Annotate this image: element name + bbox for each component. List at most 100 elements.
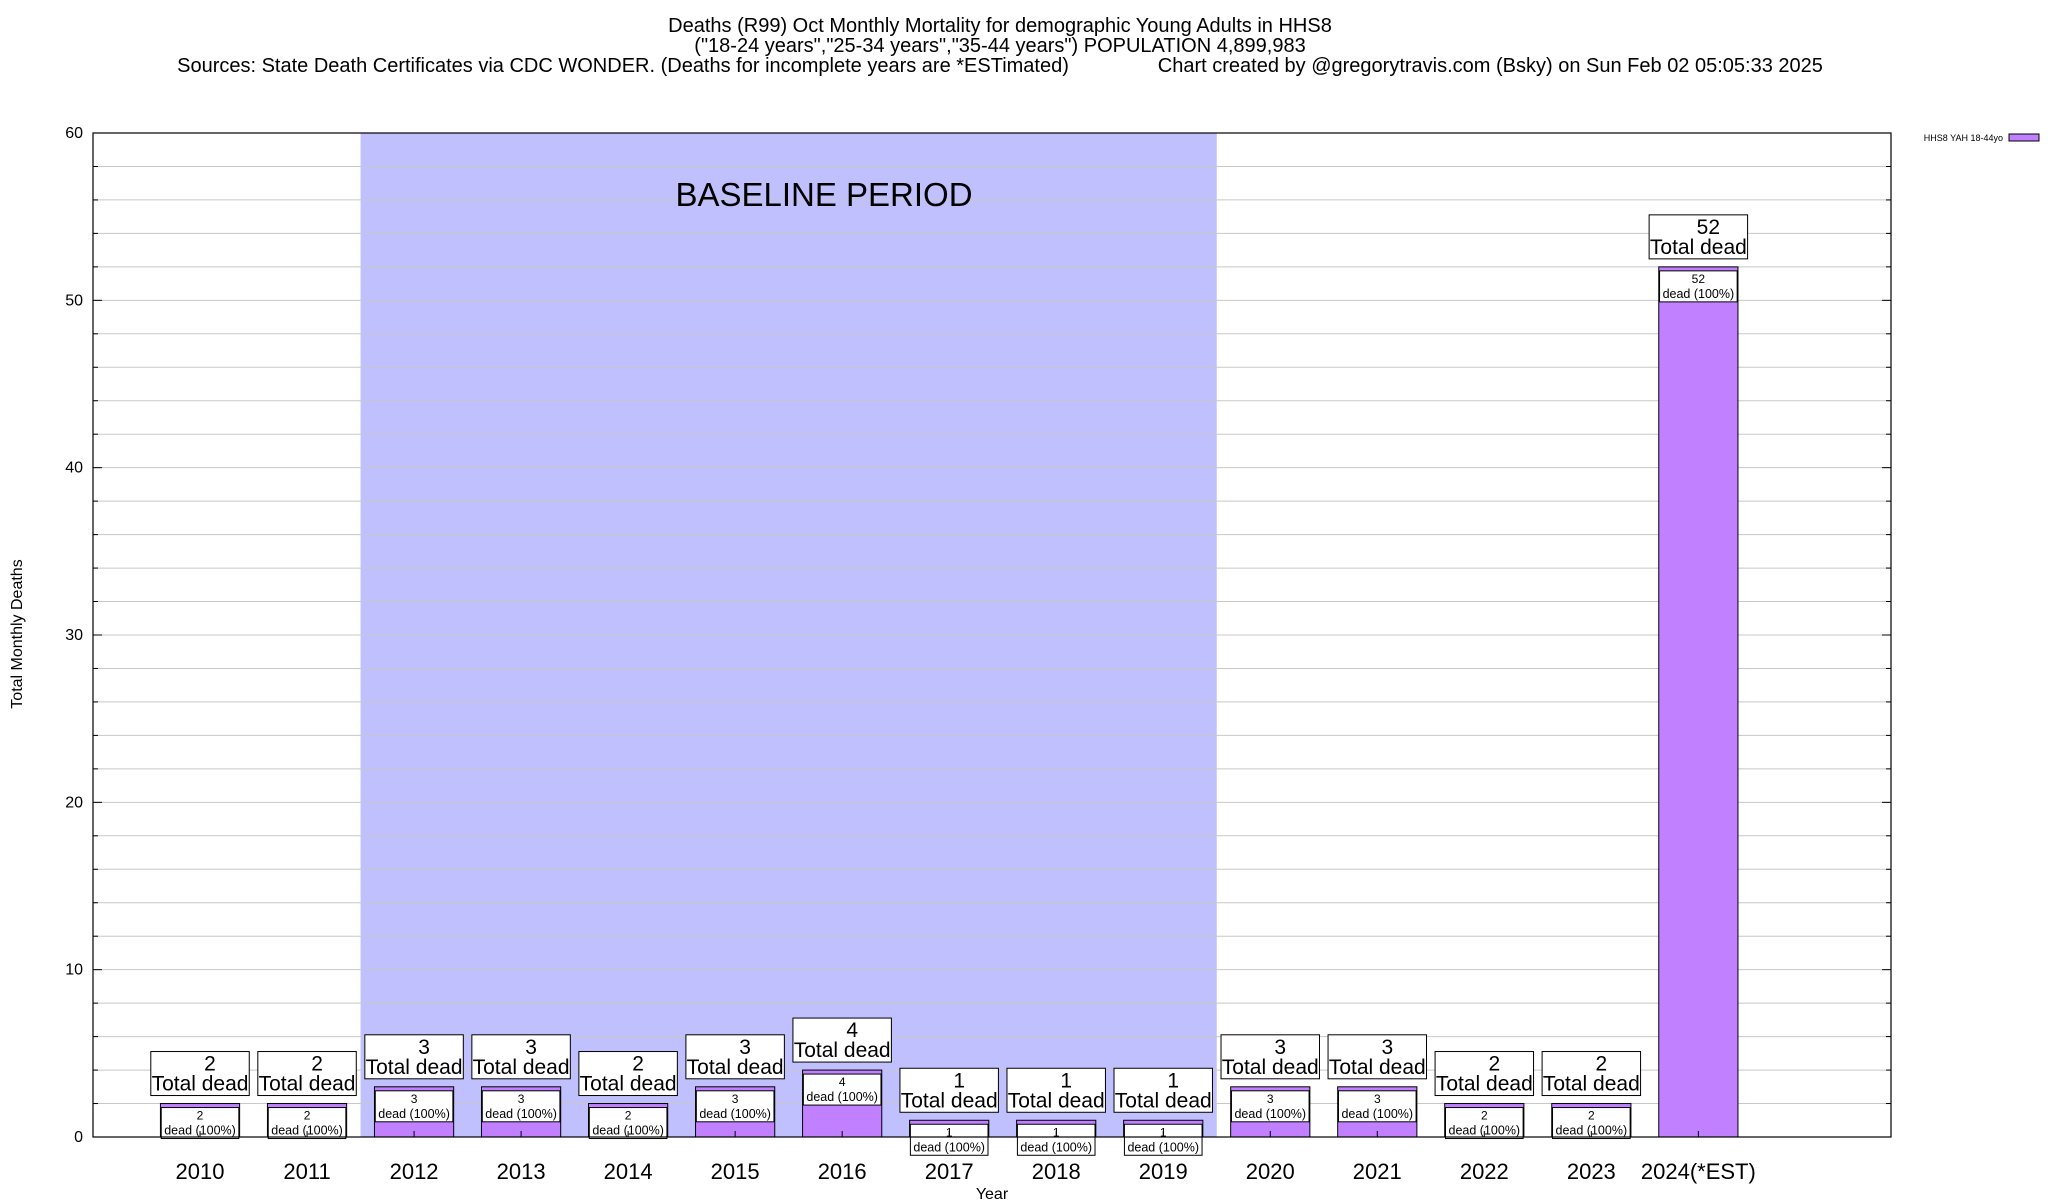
bar-inner-caption: dead (100%) [1127,1140,1199,1154]
bar-total-caption: Total dead [366,1056,463,1079]
y-tick-label: 30 [65,627,83,644]
x-tick-label: 2013 [497,1159,546,1184]
bar-total-label-box [1648,214,1749,260]
bar-total-value: 2 [1488,1053,1500,1076]
bar-inner-label-box [588,1107,668,1140]
bar-inner-caption: dead (100%) [271,1124,343,1138]
bar-total-label-box [1006,1067,1106,1113]
bar-inner-value: 2 [304,1109,311,1123]
bar-inner-caption: dead (100%) [485,1107,557,1121]
bar-inner-caption: dead (100%) [1556,1124,1628,1138]
bar [1658,266,1739,1138]
x-tick-label: 2023 [1567,1159,1616,1184]
bar-total-label-box [364,1034,464,1080]
x-tick-label: 2014 [604,1159,653,1184]
bar-inner-label-box [695,1090,775,1123]
bar-total-label-box [471,1034,571,1080]
bar-inner-value: 3 [518,1092,525,1106]
bar-total-label-box [1541,1051,1642,1097]
bar-total-value: 2 [632,1053,644,1076]
bar-inner-value: 4 [839,1075,846,1089]
bar-inner-value: 2 [625,1109,632,1123]
bar-inner-value: 2 [1481,1109,1488,1123]
chart-title-line-1: Deaths (R99) Oct Monthly Mortality for d… [668,15,1332,37]
bar-total-caption: Total dead [259,1073,356,1096]
bar-total-label-box [1327,1034,1428,1080]
bar-total-caption: Total dead [1115,1089,1212,1112]
bar-inner-label-box [1123,1123,1203,1156]
y-tick-label: 40 [65,460,83,477]
x-tick-label: 2017 [925,1159,974,1184]
bar-total-value: 1 [1060,1069,1072,1092]
x-tick-label: 2022 [1460,1159,1509,1184]
axes: 0 10 20 30 40 50 60 2010 2011 2012 2013 2014 2015 201… [65,125,1891,1184]
x-tick-label: 2024(*EST) [1641,1159,1756,1184]
bar-inner-label-box [909,1123,989,1156]
x-tick-label: 2016 [818,1159,867,1184]
bar-inner-value: 2 [1588,1109,1595,1123]
bar-total-label-box [899,1067,999,1113]
bar-total-caption: Total dead [687,1056,784,1079]
x-tick-label: 2010 [176,1159,225,1184]
x-tick-label: 2018 [1032,1159,1081,1184]
bar-total-value: 3 [1381,1036,1393,1059]
chart-title-line-2: ("18-24 years","25-34 years","35-44 year… [694,35,1305,57]
bar-total-caption: Total dead [1008,1089,1105,1112]
bar-total-value: 2 [311,1053,323,1076]
bar-total-caption: Total dead [580,1073,677,1096]
x-tick-label: 2011 [283,1159,330,1184]
y-tick-label: 0 [74,1129,83,1146]
y-axis-title: Total Monthly Deaths [9,559,26,708]
bar-total-value: 1 [1167,1069,1179,1092]
bar-total-caption: Total dead [794,1039,891,1062]
x-tick-label: 2015 [711,1159,760,1184]
bar-inner-value: 52 [1692,272,1706,286]
bar-total-value: 4 [846,1019,858,1042]
bar-inner-caption: dead (100%) [806,1090,878,1104]
bar-total-label-box [1113,1067,1213,1113]
bar-inner-label-box [481,1090,561,1123]
y-tick-label: 60 [65,125,83,142]
bar-inner-caption: dead (100%) [164,1124,236,1138]
bar-inner-value: 3 [1267,1092,1274,1106]
bar-inner-caption: dead (100%) [592,1124,664,1138]
legend: HHS8 YAH 18-44yo [1924,133,2040,143]
bar-total-caption: Total dead [152,1073,249,1096]
bar-total-value: 52 [1697,216,1720,239]
bar-total-value: 3 [1274,1036,1286,1059]
bar-inner-label-box [374,1090,454,1123]
bar-total-value: 2 [1595,1053,1607,1076]
bar-total-label-box [1434,1051,1535,1097]
bar-total-label-box [257,1051,357,1097]
bar-inner-label-box [1230,1090,1310,1123]
bar-inner-value: 3 [1374,1092,1381,1106]
chart-title-line-3: Sources: State Death Certificates via CD… [177,55,1823,77]
bar-inner-label-box [1659,270,1738,303]
bar-inner-value: 3 [732,1092,739,1106]
bar-total-value: 2 [204,1053,216,1076]
y-tick-label: 10 [65,962,83,979]
bar-inner-label-box [802,1073,882,1106]
y-tick-label: 20 [65,794,83,811]
legend-label: HHS8 YAH 18-44yo [1924,133,2003,143]
bar-inner-caption: dead (100%) [1663,287,1735,301]
bar-total-caption: Total dead [1650,236,1747,259]
bar-inner-caption: dead (100%) [378,1107,450,1121]
bar-inner-value: 2 [197,1109,204,1123]
x-tick-label: 2019 [1139,1159,1188,1184]
bar-inner-label-box [1016,1123,1096,1156]
bar-inner-caption: dead (100%) [1341,1107,1413,1121]
bar-total-value: 3 [525,1036,537,1059]
bar-total-value: 3 [739,1036,751,1059]
bar-total-caption: Total dead [1436,1073,1533,1096]
bar-inner-caption: dead (100%) [1020,1140,1092,1154]
bar-inner-value: 3 [411,1092,418,1106]
bar-total-caption: Total dead [1222,1056,1319,1079]
bar-total-caption: Total dead [473,1056,570,1079]
legend-swatch [2008,133,2040,142]
bar-inner-caption: dead (100%) [699,1107,771,1121]
bar-total-label-box [150,1051,250,1097]
y-tick-label: 50 [65,292,83,309]
